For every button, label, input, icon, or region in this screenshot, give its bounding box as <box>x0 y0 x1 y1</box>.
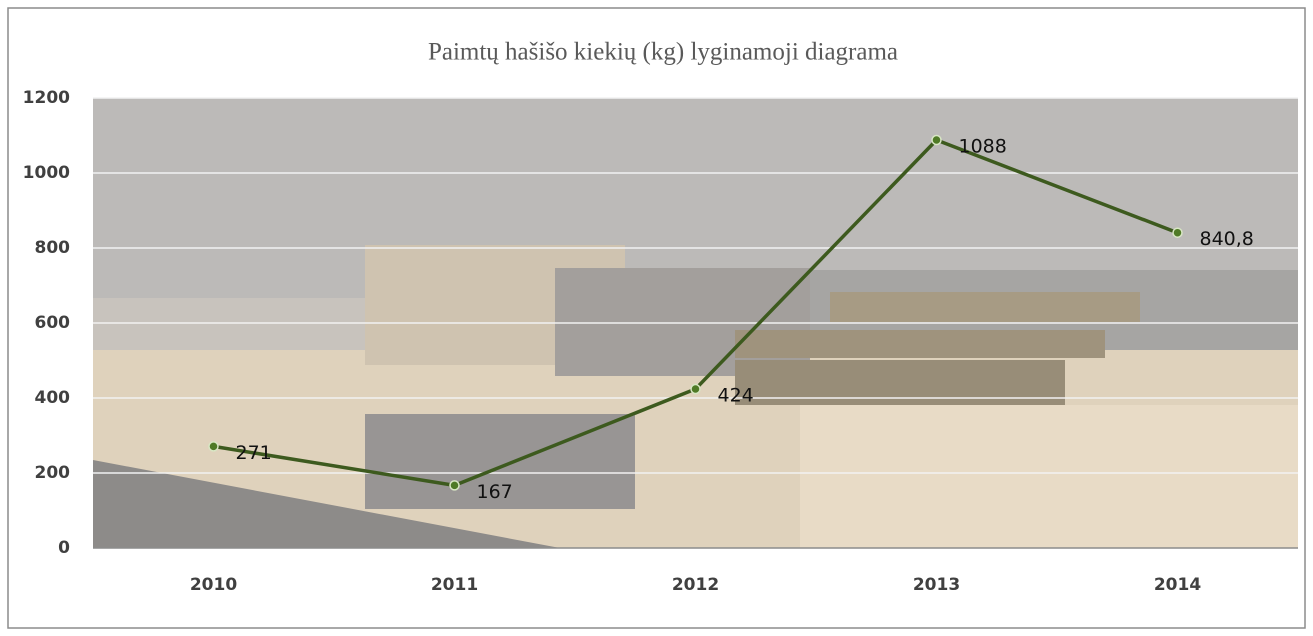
data-label: 1088 <box>959 136 1007 158</box>
data-label: 840,8 <box>1200 228 1254 250</box>
y-tick-label: 1000 <box>23 163 70 183</box>
x-tick-label: 2011 <box>431 575 478 595</box>
y-tick-label: 600 <box>35 313 71 333</box>
data-point <box>931 134 942 146</box>
data-label: 167 <box>477 481 513 503</box>
x-tick-label: 2014 <box>1154 575 1201 595</box>
data-point <box>1172 227 1183 238</box>
x-tick-label: 2010 <box>190 575 237 595</box>
data-label: 271 <box>236 442 272 464</box>
y-tick-label: 200 <box>35 463 71 483</box>
x-tick-label: 2013 <box>913 575 960 595</box>
data-point <box>449 480 460 491</box>
data-label: 424 <box>718 385 754 407</box>
y-tick-label: 0 <box>58 538 70 558</box>
y-tick-label: 800 <box>35 238 71 258</box>
chart-title: Paimtų hašišo kiekių (kg) lyginamoji dia… <box>428 39 898 66</box>
x-tick-label: 2012 <box>672 575 719 595</box>
data-point <box>208 441 219 452</box>
data-point <box>690 383 701 395</box>
y-tick-label: 1200 <box>23 88 70 108</box>
y-tick-label: 400 <box>35 388 71 408</box>
